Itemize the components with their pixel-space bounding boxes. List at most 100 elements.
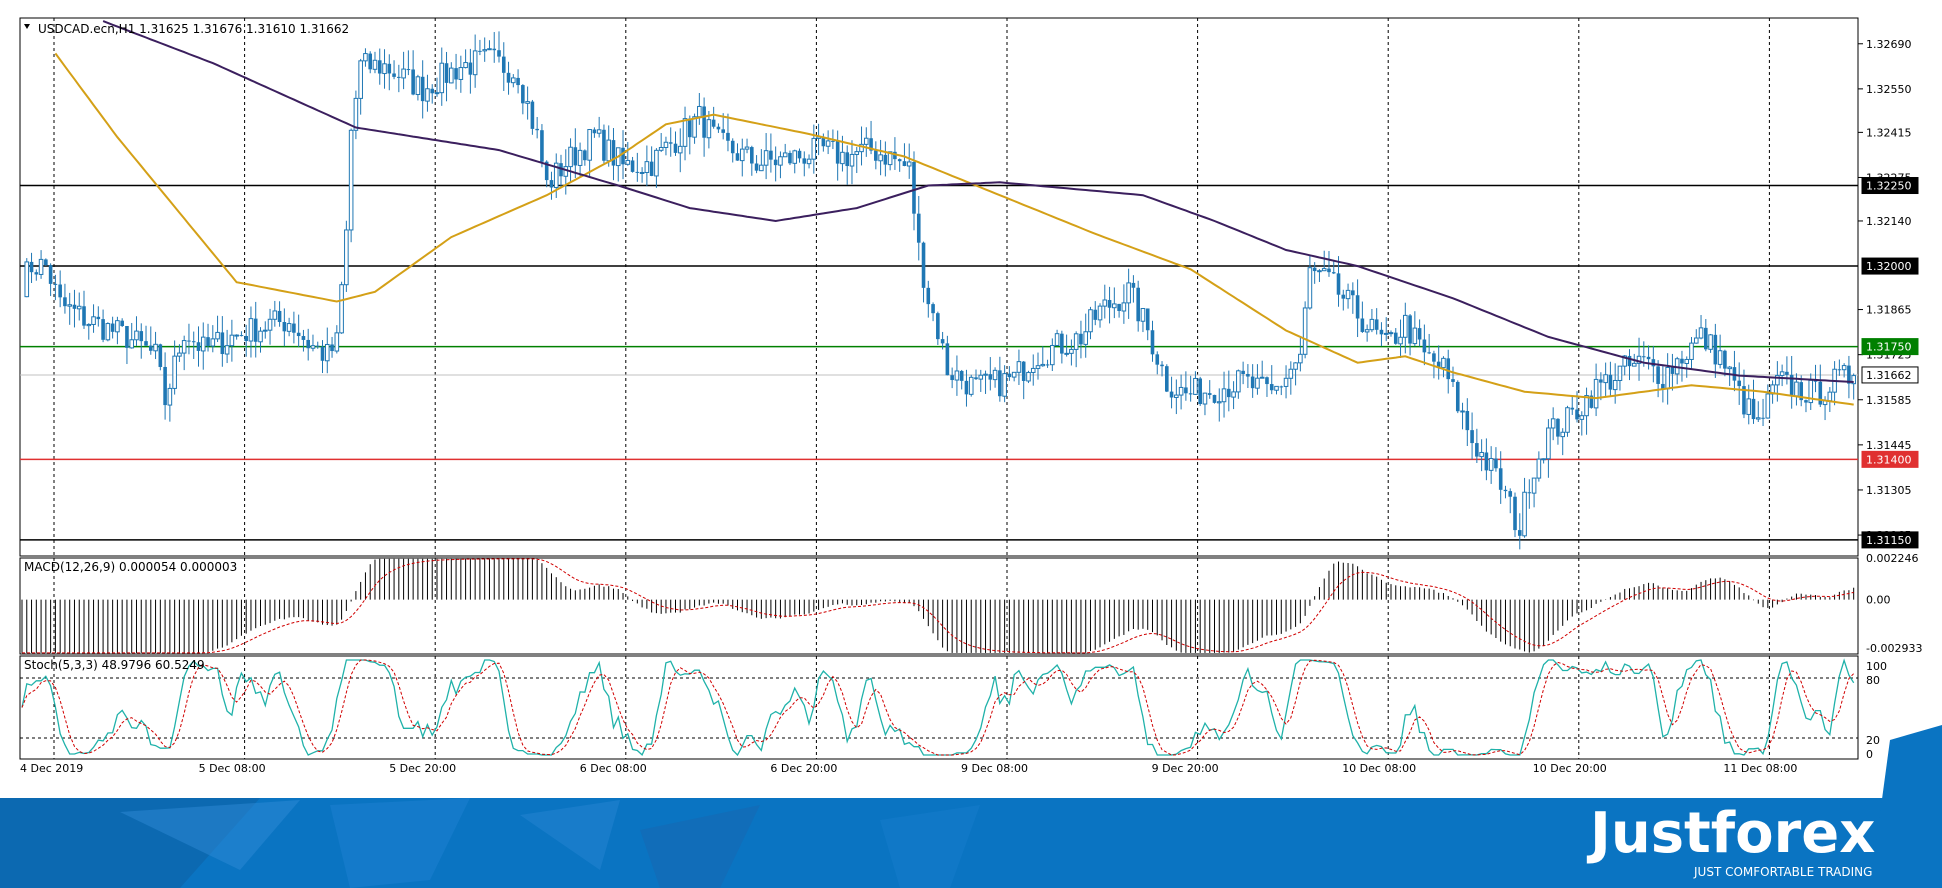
candle-bull xyxy=(286,323,292,332)
candle-bear xyxy=(430,88,435,94)
stochastic-panel[interactable]: Stoch(5,3,3) 48.9796 60.5249 xyxy=(19,655,1859,760)
candle-bear xyxy=(516,77,520,86)
stochastic-label: Stoch(5,3,3) 48.9796 60.5249 xyxy=(24,658,205,672)
candle-bull xyxy=(262,329,268,332)
candle-bull xyxy=(663,141,669,148)
candle-bear xyxy=(330,344,334,352)
candle-bull xyxy=(525,101,530,104)
candle-bear xyxy=(1351,290,1355,296)
candle-bull xyxy=(1193,377,1198,395)
candle-bear xyxy=(239,335,244,337)
candle-bull xyxy=(1827,391,1833,402)
candle-bear xyxy=(282,322,287,332)
candle-bear xyxy=(1341,294,1346,299)
candle-bull xyxy=(272,310,278,320)
candle-bear xyxy=(206,337,210,347)
candle-bear xyxy=(444,63,449,83)
macd-signal-line xyxy=(22,558,1854,654)
candle-bull xyxy=(511,77,516,84)
candle-bull xyxy=(1140,307,1146,322)
macd-panel[interactable]: MACD(12,26,9) 0.000054 0.000003 xyxy=(19,557,1859,655)
candle-bear xyxy=(1642,356,1646,358)
candle-bear xyxy=(492,48,497,51)
candle-bull xyxy=(1383,332,1389,335)
candle-bear xyxy=(1599,379,1603,383)
candle-bear xyxy=(1160,364,1164,367)
price-panel[interactable]: USDCAD.ecn,H1 1.31625 1.31676 1.31610 1.… xyxy=(19,17,1859,557)
moving-average-slow xyxy=(102,20,1854,383)
banner-shape xyxy=(330,798,470,888)
brand-logo-text: Justforex xyxy=(1586,801,1875,866)
candle-bull xyxy=(859,143,864,153)
candle-bull xyxy=(1083,331,1089,345)
candle-bull xyxy=(358,60,363,99)
candle-bull xyxy=(563,166,569,177)
candle-bear xyxy=(592,129,597,134)
candle-bull xyxy=(763,150,769,166)
candle-bull xyxy=(134,330,139,341)
candle-bull xyxy=(1102,299,1108,307)
candle-bull xyxy=(67,304,73,307)
candle-bear xyxy=(688,118,692,138)
candle-bear xyxy=(148,345,153,351)
candle-bull xyxy=(1288,368,1294,379)
candle-bear xyxy=(48,265,53,284)
candle-bull xyxy=(1088,309,1093,333)
candle-bear xyxy=(702,106,706,138)
candle-bull xyxy=(863,137,869,145)
price-tick-label: 1.32690 xyxy=(1866,38,1912,51)
candle-bear xyxy=(1021,361,1026,381)
candle-bull xyxy=(1755,417,1761,420)
candle-bull xyxy=(1603,374,1608,384)
candle-bear xyxy=(635,171,640,173)
candle-bear xyxy=(377,60,382,74)
candle-bear xyxy=(58,284,62,298)
candle-bull xyxy=(854,151,860,155)
candle-bear xyxy=(1331,272,1336,274)
candle-bear xyxy=(726,132,730,141)
candle-bear xyxy=(139,331,144,342)
candle-bull xyxy=(1302,307,1308,355)
candle-bear xyxy=(1393,332,1398,344)
candle-bear xyxy=(1422,339,1427,353)
candle-bear xyxy=(53,283,58,285)
candle-bull xyxy=(415,76,421,96)
candle-bull xyxy=(129,339,135,349)
candle-bull xyxy=(806,158,812,165)
candle-bear xyxy=(893,151,897,160)
candle-bear xyxy=(1136,287,1140,322)
candle-bull xyxy=(606,139,612,162)
candle-bear xyxy=(549,180,554,188)
candle-bull xyxy=(644,161,650,173)
stochastic-gridlines xyxy=(53,656,1770,759)
banner-shape xyxy=(120,800,300,870)
candle-bull xyxy=(1460,410,1465,413)
candle-bear xyxy=(754,163,759,171)
candle-bear xyxy=(940,339,945,344)
candle-bull xyxy=(568,146,573,168)
level-tag xyxy=(1861,177,1919,195)
candle-bear xyxy=(1470,430,1474,444)
price-tick-label: 1.31445 xyxy=(1866,439,1912,452)
price-axis: 1.326901.325501.324151.322751.321401.318… xyxy=(1858,38,1919,549)
candle-bull xyxy=(339,284,344,334)
candle-bull xyxy=(115,320,120,333)
candle-bull xyxy=(1593,378,1599,409)
level-tag xyxy=(1861,338,1919,356)
candle-bull xyxy=(487,48,492,51)
candle-bear xyxy=(82,306,86,326)
time-tick-label: 9 Dec 08:00 xyxy=(961,762,1028,775)
candle-bear xyxy=(649,161,654,176)
candle-bear xyxy=(573,147,578,166)
candle-bull xyxy=(1050,344,1055,366)
macd-tick-label: 0.00 xyxy=(1866,594,1891,607)
candle-bear xyxy=(1498,468,1503,490)
candle-bear xyxy=(72,304,77,309)
candle-bull xyxy=(744,146,750,150)
candle-bull xyxy=(1026,371,1031,382)
dropdown-triangle-icon[interactable] xyxy=(24,24,30,29)
candle-bull xyxy=(1689,342,1694,360)
candle-bear xyxy=(1060,333,1064,354)
candle-bull xyxy=(439,62,445,94)
candle-bull xyxy=(1536,458,1542,479)
